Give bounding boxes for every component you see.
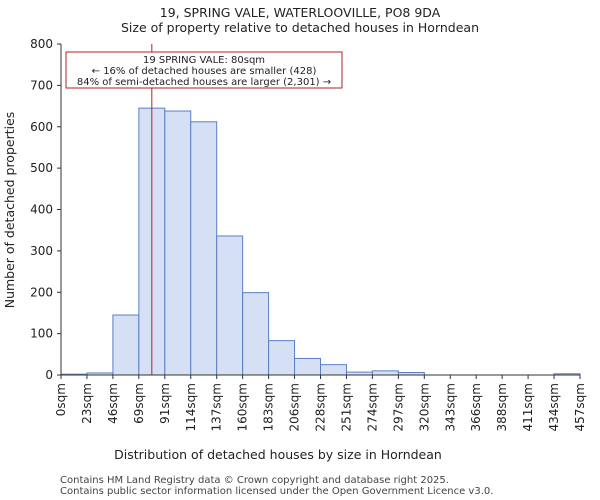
x-tick-label: 46sqm xyxy=(106,383,120,424)
histogram-bar xyxy=(112,314,140,376)
x-axis-label: Distribution of detached houses by size … xyxy=(114,447,442,462)
footer-line-1: Contains HM Land Registry data © Crown c… xyxy=(60,475,449,486)
x-tick-label: 343sqm xyxy=(443,383,457,431)
x-tick-label: 0sqm xyxy=(54,383,68,416)
y-axis-label: Number of detached properties xyxy=(2,112,17,309)
chart-title: 19, SPRING VALE, WATERLOOVILLE, PO8 9DA xyxy=(160,5,441,20)
x-tick-label: 366sqm xyxy=(469,383,483,431)
annotation-box xyxy=(65,51,343,89)
x-tick-label: 411sqm xyxy=(521,383,535,431)
y-tick-label: 400 xyxy=(30,203,53,217)
annotation-line-3: 84% of semi-detached houses are larger (… xyxy=(77,77,331,88)
x-tick-label: 23sqm xyxy=(80,383,94,424)
x-tick-label: 183sqm xyxy=(262,383,276,431)
x-tick-label: 91sqm xyxy=(158,383,172,424)
x-tick-label: 206sqm xyxy=(288,383,302,431)
x-tick-label: 388sqm xyxy=(495,383,509,431)
x-tick-label: 297sqm xyxy=(391,383,405,431)
y-tick-label: 600 xyxy=(30,120,53,134)
footer-line-2: Contains public sector information licen… xyxy=(60,486,493,497)
chart-subtitle: Size of property relative to detached ho… xyxy=(121,20,479,35)
x-tick-label: 274sqm xyxy=(365,383,379,431)
histogram-bar xyxy=(294,357,321,376)
x-tick-label: 457sqm xyxy=(573,383,587,431)
y-tick-label: 300 xyxy=(30,244,53,258)
x-tick-label: 320sqm xyxy=(417,383,431,431)
annotation-line-2: ← 16% of detached houses are smaller (42… xyxy=(92,66,317,77)
y-tick-label: 500 xyxy=(30,161,53,175)
histogram-bar xyxy=(164,110,192,376)
annotation-line-1: 19 SPRING VALE: 80sqm xyxy=(143,55,265,66)
y-tick-label: 200 xyxy=(30,285,53,299)
x-tick-label: 160sqm xyxy=(236,383,250,431)
histogram-bar xyxy=(216,235,244,376)
x-tick-label: 228sqm xyxy=(314,383,328,431)
histogram-bar xyxy=(242,292,270,376)
x-tick-label: 114sqm xyxy=(184,383,198,431)
histogram-bar xyxy=(268,340,296,376)
x-tick-label: 251sqm xyxy=(339,383,353,431)
y-tick-label: 800 xyxy=(30,37,53,51)
y-tick-label: 100 xyxy=(30,327,53,341)
histogram-bar xyxy=(320,364,347,376)
x-tick-label: 434sqm xyxy=(547,383,561,431)
y-tick-label: 700 xyxy=(30,78,53,92)
x-tick-label: 69sqm xyxy=(132,383,146,424)
y-tick-label: 0 xyxy=(45,368,53,382)
histogram-bar xyxy=(371,370,399,376)
histogram-bar xyxy=(190,121,218,376)
x-tick-label: 137sqm xyxy=(210,383,224,431)
